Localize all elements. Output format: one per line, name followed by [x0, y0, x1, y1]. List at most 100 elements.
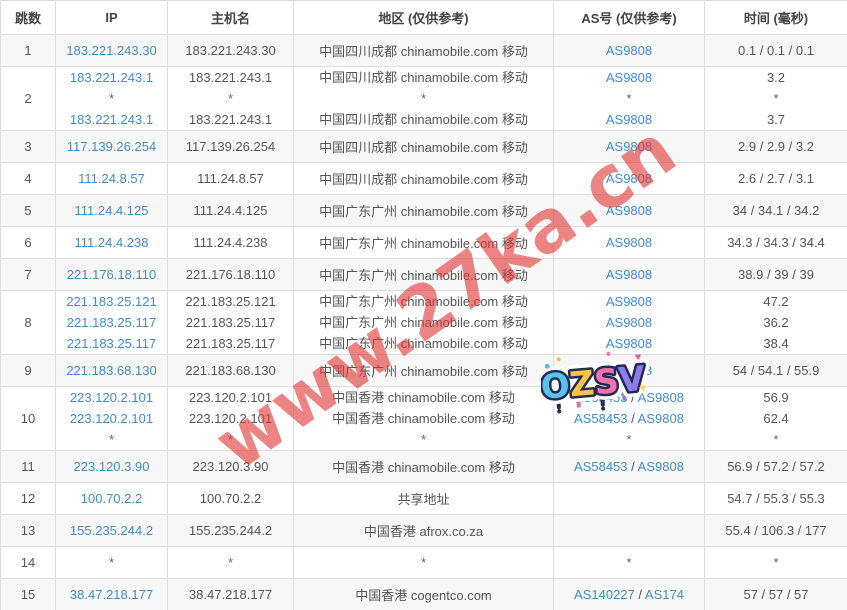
ip-link[interactable]: 183.221.243.1 — [69, 70, 154, 85]
as-cell: AS9808 — [553, 258, 705, 291]
as-cell: AS9808 — [553, 34, 705, 67]
ip-link[interactable]: 221.183.68.130 — [66, 363, 157, 378]
ip-link[interactable]: 221.183.25.117 — [66, 315, 157, 330]
ip-line: 111.24.8.57 — [57, 171, 167, 186]
as-link[interactable]: AS9808 — [605, 336, 653, 351]
as-line: AS9808 — [555, 203, 704, 218]
as-line: AS58453 / AS9808 — [555, 459, 704, 474]
host-line: 111.24.4.125 — [169, 203, 293, 218]
region-text: 中国广东广州 chinamobile.com 移动 — [319, 268, 528, 283]
table-row: 1 183.221.243.30 183.221.243.30 中国四川成都 chin… — [0, 34, 847, 67]
as-link[interactable]: AS9808 — [605, 70, 653, 85]
as-line: AS9808 — [555, 267, 704, 282]
host-text: 223.120.2.101 — [188, 390, 273, 405]
ip-link[interactable]: 38.47.218.177 — [69, 587, 154, 602]
ip-link[interactable]: 221.183.25.121 — [66, 294, 157, 309]
ip-link[interactable]: 223.120.3.90 — [73, 459, 150, 474]
as-cell: AS58453 / AS9808 AS58453 / AS9808 * — [553, 386, 705, 451]
host-text: 221.176.18.110 — [185, 267, 276, 282]
hop-cell: 12 — [0, 482, 56, 515]
hop-cell: 8 — [0, 290, 56, 355]
as-link[interactable]: AS9808 — [637, 459, 684, 474]
ip-cell: 117.139.26.254 — [55, 130, 168, 163]
ip-link[interactable]: 223.120.2.101 — [69, 390, 154, 405]
ip-link[interactable]: 111.24.4.125 — [74, 203, 149, 218]
ip-link[interactable]: 100.70.2.2 — [80, 491, 143, 506]
as-separator: / — [627, 390, 638, 405]
time-text: 54.7 / 55.3 / 55.3 — [727, 491, 825, 506]
region-line: 中国四川成都 chinamobile.com 移动 — [295, 109, 553, 130]
region-line: 中国广东广州 chinamobile.com 移动 — [295, 233, 553, 252]
time-line: 54 / 54.1 / 55.9 — [706, 363, 847, 378]
host-line: 100.70.2.2 — [169, 491, 293, 506]
as-link[interactable]: AS58453 — [574, 390, 628, 405]
time-cell: 0.1 / 0.1 / 0.1 — [704, 34, 847, 67]
header-time: 时间 (毫秒) — [704, 0, 847, 35]
header-as: AS号 (仅供参考) — [553, 0, 705, 35]
as-link[interactable]: AS140227 — [574, 587, 635, 602]
host-line: 183.221.243.1 — [169, 109, 293, 130]
as-link[interactable]: AS9808 — [605, 363, 653, 378]
as-cell: AS9808 — [553, 194, 705, 227]
time-cell: 2.6 / 2.7 / 3.1 — [704, 162, 847, 195]
as-link[interactable]: AS9808 — [637, 390, 684, 405]
host-cell: 111.24.4.125 — [167, 194, 294, 227]
ip-link[interactable]: 221.183.25.117 — [66, 336, 157, 351]
hop-number: 3 — [24, 139, 32, 154]
region-cell: 中国广东广州 chinamobile.com 移动 — [293, 258, 554, 291]
as-link[interactable]: AS58453 — [574, 459, 628, 474]
as-line: AS9808 — [555, 235, 704, 250]
region-cell: 中国香港 chinamobile.com 移动 中国香港 chinamobile.… — [293, 386, 554, 451]
host-text: 183.221.243.1 — [188, 70, 273, 85]
hop-cell: 7 — [0, 258, 56, 291]
ip-link[interactable]: 155.235.244.2 — [69, 523, 154, 538]
as-link[interactable]: AS9808 — [605, 235, 653, 250]
time-text: 34 / 34.1 / 34.2 — [732, 203, 820, 218]
hop-cell: 1 — [0, 34, 56, 67]
host-text: 183.221.243.1 — [188, 112, 273, 127]
ip-link[interactable]: 183.221.243.1 — [69, 112, 154, 127]
host-line: 38.47.218.177 — [169, 587, 293, 602]
ip-line: 111.24.4.238 — [57, 235, 167, 250]
region-text: 中国四川成都 chinamobile.com 移动 — [319, 44, 528, 59]
as-cell: AS9808 — [553, 354, 705, 387]
region-text: 中国广东广州 chinamobile.com 移动 — [319, 315, 528, 330]
as-link[interactable]: AS9808 — [605, 315, 653, 330]
ip-cell: 221.183.25.121 221.183.25.117 221.183.25.1… — [55, 290, 168, 355]
host-cell: 183.221.243.1 * 183.221.243.1 — [167, 66, 294, 131]
hop-number: 7 — [24, 267, 32, 282]
as-cell: AS140227 / AS174 — [553, 578, 705, 610]
ip-link[interactable]: 117.139.26.254 — [66, 139, 157, 154]
hop-number: 11 — [21, 459, 35, 474]
as-link[interactable]: AS9808 — [605, 267, 653, 282]
region-text: * — [420, 555, 427, 570]
as-link[interactable]: AS9808 — [605, 294, 653, 309]
time-cell: 56.9 / 57.2 / 57.2 — [704, 450, 847, 483]
region-text: 中国广东广州 chinamobile.com 移动 — [319, 294, 528, 309]
time-line: 38.9 / 39 / 39 — [706, 267, 847, 282]
ip-link[interactable]: 223.120.2.101 — [69, 411, 154, 426]
as-line: AS140227 / AS174 — [555, 587, 704, 602]
as-line: AS9808 — [555, 43, 704, 58]
ip-cell: 183.221.243.1 * 183.221.243.1 — [55, 66, 168, 131]
ip-link[interactable]: 111.24.8.57 — [78, 171, 145, 186]
as-link[interactable]: AS9808 — [605, 43, 653, 58]
ip-link[interactable]: 111.24.4.238 — [74, 235, 149, 250]
hop-cell: 6 — [0, 226, 56, 259]
region-cell: 中国香港 chinamobile.com 移动 — [293, 450, 554, 483]
ip-link[interactable]: 183.221.243.30 — [66, 43, 157, 58]
as-link[interactable]: AS174 — [644, 587, 684, 602]
ip-link[interactable]: 221.176.18.110 — [66, 267, 157, 282]
table-row: 4 111.24.8.57 111.24.8.57 中国四川成都 chinamobil… — [0, 162, 847, 195]
as-link[interactable]: AS9808 — [605, 171, 653, 186]
as-link[interactable]: AS9808 — [605, 112, 653, 127]
as-link[interactable]: AS9808 — [605, 203, 653, 218]
as-link[interactable]: AS9808 — [637, 411, 684, 426]
time-line: * — [706, 88, 847, 109]
ip-cell: 223.120.2.101 223.120.2.101 * — [55, 386, 168, 451]
time-cell: 47.2 36.2 38.4 — [704, 290, 847, 355]
as-link[interactable]: AS58453 — [574, 411, 628, 426]
asterisk: * — [108, 91, 115, 106]
as-line: * — [555, 555, 704, 570]
as-link[interactable]: AS9808 — [605, 139, 653, 154]
